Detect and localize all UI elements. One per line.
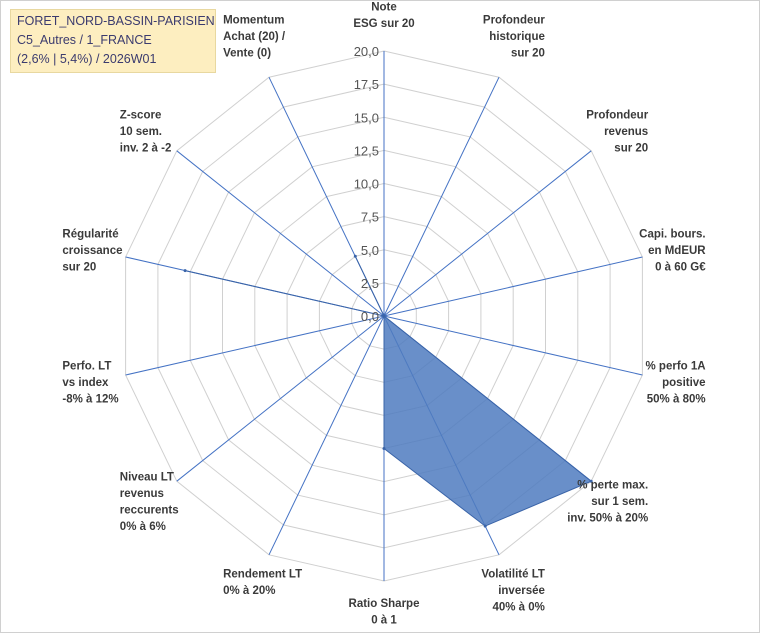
axis-label: Volatilité LT inversée 40% à 0%: [481, 569, 544, 614]
axis-label-line: inversée: [498, 585, 545, 597]
axis-label-line: 0 à 1: [371, 615, 397, 627]
title-line-3: (2,6% | 5,4%) / 2026W01: [17, 52, 157, 66]
axis-label-line: -8% à 12%: [62, 394, 118, 406]
axis-label-line: Z-score: [120, 109, 162, 121]
axis-spoke: [383, 256, 643, 317]
axis-label-line: Note: [371, 2, 397, 14]
axis-label-line: ESG sur 20: [353, 18, 414, 30]
axis-label-line: historique: [489, 31, 545, 43]
series-layer: [183, 254, 593, 528]
axis-label: Régularité croissance sur 20: [62, 228, 122, 273]
axis-label-line: Régularité: [62, 228, 118, 240]
axis-label-line: croissance: [62, 245, 122, 257]
axis-spoke: [176, 150, 385, 317]
tick-label: 7,5: [361, 210, 379, 225]
axis-label-line: inv. 50% à 20%: [567, 513, 648, 525]
axis-label-line: Niveau LT: [120, 471, 174, 483]
data-point: [183, 269, 187, 273]
axis-label-line: Profondeur: [586, 109, 648, 121]
data-point: [483, 524, 487, 528]
axis-label-line: positive: [662, 377, 705, 389]
axis-label: Niveau LT revenus reccurents 0% à 6%: [120, 471, 179, 533]
axis-label: Perfo. LT vs index -8% à 12%: [62, 361, 118, 406]
axis-spoke: [383, 150, 592, 317]
data-point: [589, 479, 593, 483]
tick-label: 2,5: [361, 276, 379, 291]
axis-label-line: sur 20: [62, 261, 96, 273]
axis-label-line: en MdEUR: [648, 245, 706, 257]
axis-label-line: sur 20: [511, 47, 545, 59]
axis-label-line: 0 à 60 G€: [655, 261, 706, 273]
axis-label: Profondeur historique sur 20: [483, 14, 545, 59]
axis-label: Capi. bours. en MdEUR 0 à 60 G€: [639, 228, 706, 273]
data-point: [382, 314, 386, 318]
axis-spoke: [125, 315, 385, 376]
axis-label-line: Profondeur: [483, 14, 545, 26]
axis-label-line: Volatilité LT: [481, 569, 544, 581]
data-point: [353, 254, 357, 258]
axis-label-line: 10 sem.: [120, 126, 162, 138]
tick-label: 5,0: [361, 243, 379, 258]
axis-label-line: 0% à 20%: [223, 585, 275, 597]
axis-label-line: sur 20: [614, 142, 648, 154]
axis-label-line: inv. 2 à -2: [120, 142, 172, 154]
tick-layer: 0,0 2,5 5,0 7,5 10,0 12,5 15,0 17,5 20,0: [354, 44, 379, 324]
axis-spoke: [383, 76, 500, 317]
axis-label-line: Achat (20) /: [223, 31, 286, 43]
axis-label: % perte max. sur 1 sem. inv. 50% à 20%: [567, 480, 648, 525]
tick-label: 20,0: [354, 44, 379, 59]
title-line-2: C5_Autres / 1_FRANCE: [17, 33, 152, 47]
axis-label-line: Ratio Sharpe: [349, 598, 420, 610]
axis-label-line: 50% à 80%: [647, 394, 706, 406]
axis-label: Note ESG sur 20: [353, 2, 414, 31]
axis-label: Rendement LT 0% à 20%: [223, 569, 302, 598]
series-area: [184, 256, 593, 527]
axis-label-line: % perte max.: [577, 480, 648, 492]
axis-label-line: reccurents: [120, 504, 179, 516]
axis-label: % perfo 1A positive 50% à 80%: [646, 361, 706, 406]
axis-label-line: revenus: [604, 126, 648, 138]
axis-label-line: Momentum: [223, 14, 284, 26]
axis-label-line: % perfo 1A: [646, 361, 706, 373]
axis-label: Profondeur revenus sur 20: [586, 109, 648, 154]
axis-label-line: vs index: [62, 377, 109, 389]
axis-label-line: 40% à 0%: [492, 602, 544, 614]
axis-label-line: revenus: [120, 488, 164, 500]
tick-label: 0,0: [361, 309, 379, 324]
tick-label: 10,0: [354, 177, 379, 192]
axis-spoke: [383, 315, 643, 376]
axis-label: Ratio Sharpe 0 à 1: [349, 598, 420, 627]
axis-spoke: [176, 315, 385, 482]
title-box: FORET_NORD-BASSIN-PARISIEN C5_Autres / 1…: [10, 9, 216, 73]
axis-spoke: [268, 315, 385, 556]
data-point: [382, 447, 386, 450]
axis-label-line: Vente (0): [223, 47, 271, 59]
tick-label: 12,5: [354, 143, 379, 158]
tick-label: 15,0: [354, 110, 379, 125]
tick-label: 17,5: [354, 77, 379, 92]
axis-label-line: Rendement LT: [223, 569, 302, 581]
axis-label: Momentum Achat (20) / Vente (0): [223, 14, 286, 59]
axis-label-line: Perfo. LT: [62, 361, 111, 373]
axis-label: Z-score 10 sem. inv. 2 à -2: [120, 109, 172, 154]
axis-label-line: Capi. bours.: [639, 228, 705, 240]
axis-label-layer: Note ESG sur 20 Profondeur historique sur 20…: [62, 2, 706, 627]
axis-label-line: sur 1 sem.: [591, 496, 648, 508]
title-line-1: FORET_NORD-BASSIN-PARISIEN: [17, 14, 215, 28]
axis-label-line: 0% à 6%: [120, 521, 166, 533]
